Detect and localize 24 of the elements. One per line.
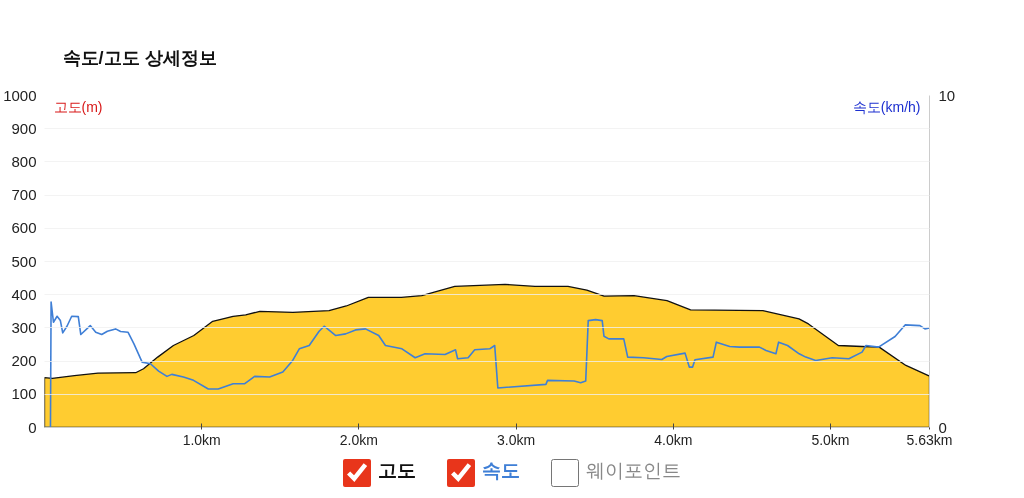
x-tick-label: 1.0km [182, 431, 221, 448]
y2-axis-title: 속도(km/h) [852, 98, 921, 115]
y-tick-label: 1000 [3, 86, 37, 104]
x-tick-label: 3.0km [497, 431, 536, 448]
chart-title: 속도/고도 상세정보 [62, 47, 217, 68]
y2-tick-label: 10 [938, 86, 956, 104]
y-tick-label: 700 [11, 186, 37, 204]
y-tick-label: 200 [11, 352, 37, 370]
x-tick-label: 4.0km [654, 431, 693, 448]
y-tick-label: 500 [11, 252, 37, 270]
y-axis-title: 고도(m) [53, 98, 103, 115]
y-tick-label: 0 [28, 418, 37, 436]
y-tick-label: 300 [11, 318, 37, 336]
y-tick-label: 400 [11, 285, 37, 303]
series-label: 고도 [378, 459, 416, 484]
y2-tick-label: 0 [938, 418, 947, 436]
y-tick-label: 100 [11, 385, 37, 403]
y-tick-label: 800 [11, 152, 37, 170]
y-tick-label: 900 [11, 119, 37, 137]
text: 속도 [482, 459, 520, 484]
x-tick-label: 2.0km [339, 431, 378, 448]
text: 웨이포인트 [586, 459, 681, 484]
x-tick-label: 5.0km [811, 431, 850, 448]
y-tick-label: 600 [11, 219, 37, 237]
